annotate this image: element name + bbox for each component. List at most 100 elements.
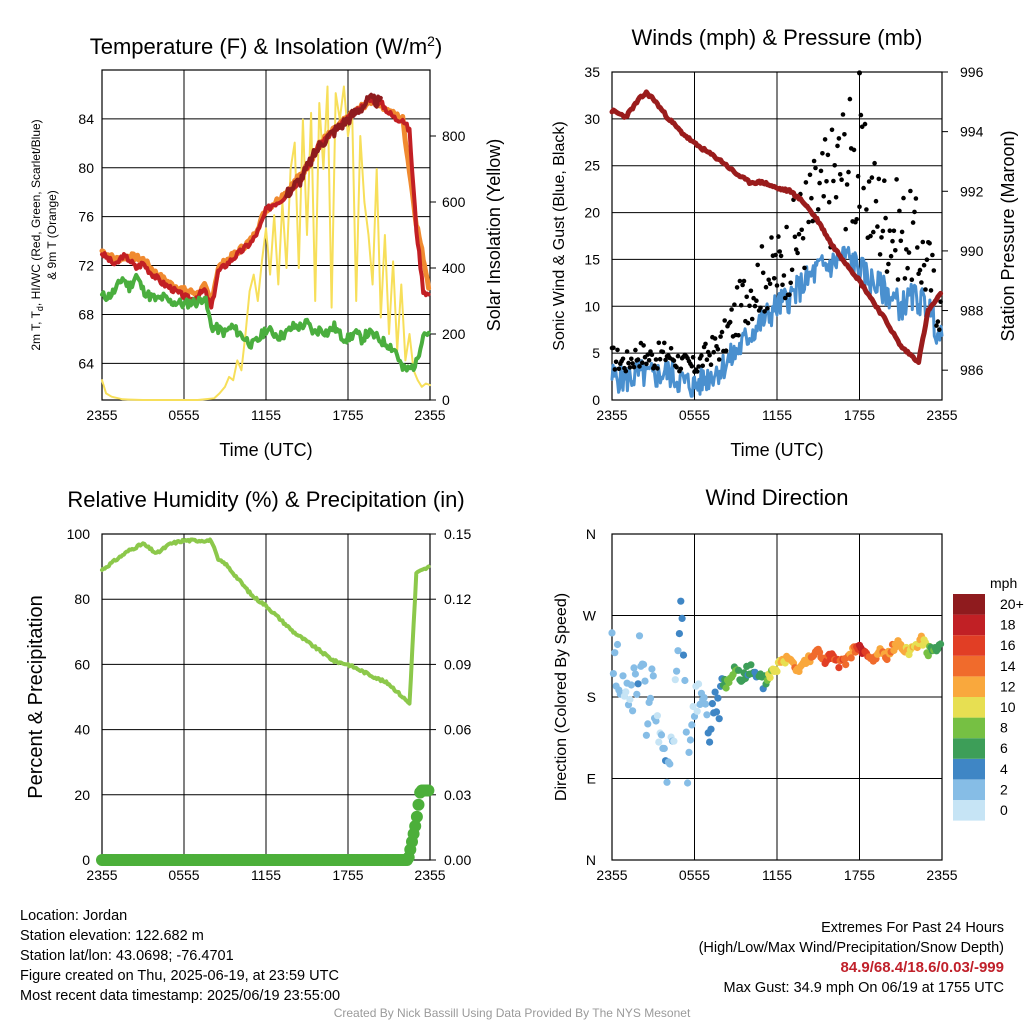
x-tick-label: 1155 [762, 867, 792, 883]
gust-point [787, 292, 792, 298]
gust-point [811, 158, 817, 164]
legend-label: 0 [1000, 802, 1008, 818]
gust-point [653, 357, 659, 362]
gust-point [902, 276, 908, 281]
gust-point [640, 360, 645, 366]
gust-point [928, 288, 934, 293]
gust-point [782, 295, 788, 301]
temperature-xlabel: Time (UTC) [219, 440, 312, 460]
direction-point [847, 654, 855, 662]
y-tick-label-right: 200 [442, 326, 466, 342]
gust-point [704, 357, 710, 363]
gust-point [913, 196, 919, 201]
winds-title: Winds (mph) & Pressure (mb) [632, 25, 923, 50]
extremes-info: Extremes For Past 24 Hours (High/Low/Max… [699, 918, 1004, 998]
direction-point [666, 760, 674, 768]
gust-point [857, 204, 862, 210]
gust-point [869, 175, 875, 180]
gust-point [917, 267, 923, 273]
direction-point [634, 680, 642, 688]
gust-point [887, 228, 893, 233]
y-tick-label-left: 76 [78, 209, 94, 225]
gust-point [781, 273, 787, 278]
direction-point [707, 725, 715, 733]
legend-label: 10 [1000, 699, 1016, 715]
x-tick-label: 1755 [332, 867, 363, 883]
direction-point [712, 708, 721, 716]
gust-point [690, 355, 696, 360]
legend-swatch [953, 697, 985, 718]
gust-point [802, 265, 807, 271]
direction-point [657, 731, 666, 739]
gust-point [722, 318, 727, 323]
gust-point [832, 163, 837, 168]
direction-point [685, 748, 693, 757]
direction-point [708, 700, 717, 708]
direction-point [695, 680, 703, 688]
gust-point [712, 336, 718, 341]
winds-ylabel-left: Sonic Wind & Gust (Blue, Black) [551, 121, 568, 350]
direction-point [635, 632, 644, 640]
gust-point [880, 228, 886, 234]
gust-point [744, 294, 749, 300]
y-tick-label-right: 0.06 [444, 722, 471, 738]
gust-point [637, 364, 642, 369]
precip-point [412, 798, 425, 811]
insolation-line [101, 85, 431, 401]
gust-point [846, 169, 851, 175]
winds-xlabel: Time (UTC) [730, 440, 823, 460]
gust-point [822, 137, 828, 142]
x-tick-label: 2355 [926, 407, 957, 423]
direction-point [703, 711, 711, 719]
station-info: Location: Jordan Station elevation: 122.… [20, 906, 340, 1006]
direction-point [633, 690, 641, 698]
max-gust-point [857, 70, 862, 76]
y-tick-label-right: 0 [442, 392, 450, 408]
gust-point [872, 160, 877, 166]
gust-point [649, 352, 655, 358]
gust-point [766, 277, 771, 283]
gust-point [754, 298, 759, 304]
gust-point [788, 280, 793, 286]
direction-point [642, 731, 651, 739]
temperature-chart: 2355 0555 1155 1755 2355 64 68 72 76 80 84 0 200 400 6… [29, 33, 504, 460]
x-tick-label: 2355 [86, 407, 117, 423]
extremes-title: Extremes For Past 24 Hours [821, 920, 1004, 936]
gust-point [923, 287, 928, 292]
gust-point [678, 366, 684, 372]
gust-point [736, 333, 741, 338]
speed-legend: mph 0 2 4 6 8 10 12 14 16 18 20+ [953, 575, 1024, 821]
gust-point [915, 245, 920, 250]
gust-point [795, 250, 800, 256]
gust-point [745, 320, 751, 326]
gust-point [718, 334, 723, 339]
direction-point [924, 652, 932, 660]
y-tick-label-right: 988 [960, 303, 984, 319]
direction-point [627, 681, 635, 689]
y-tick-label-left: 72 [78, 258, 94, 274]
gust-point [765, 306, 770, 311]
gust-point [824, 179, 829, 184]
y-tick-label-left: E [587, 771, 596, 787]
direction-point [609, 670, 618, 678]
gust-point [663, 357, 668, 363]
gust-point [767, 281, 773, 287]
gust-point [916, 271, 921, 277]
gust-point [716, 357, 722, 362]
max-gust-text: Max Gust: 34.9 mph On 06/19 at 1755 UTC [723, 980, 1004, 996]
gust-point [762, 309, 767, 314]
humidity-title: Relative Humidity (%) & Precipitation (i… [67, 487, 464, 512]
direction-point [766, 674, 774, 682]
y-tick-label-right: 0.09 [444, 656, 471, 672]
direction-point [644, 720, 652, 728]
gust-point [920, 239, 926, 245]
gust-point [763, 284, 769, 290]
y-tick-label-left: 60 [74, 656, 90, 672]
gust-point [776, 234, 781, 239]
gust-point [624, 349, 630, 354]
gust-point [837, 172, 843, 177]
direction-point [706, 738, 714, 746]
direction-point [670, 737, 678, 745]
gust-point [888, 253, 894, 259]
gust-point [876, 176, 882, 182]
